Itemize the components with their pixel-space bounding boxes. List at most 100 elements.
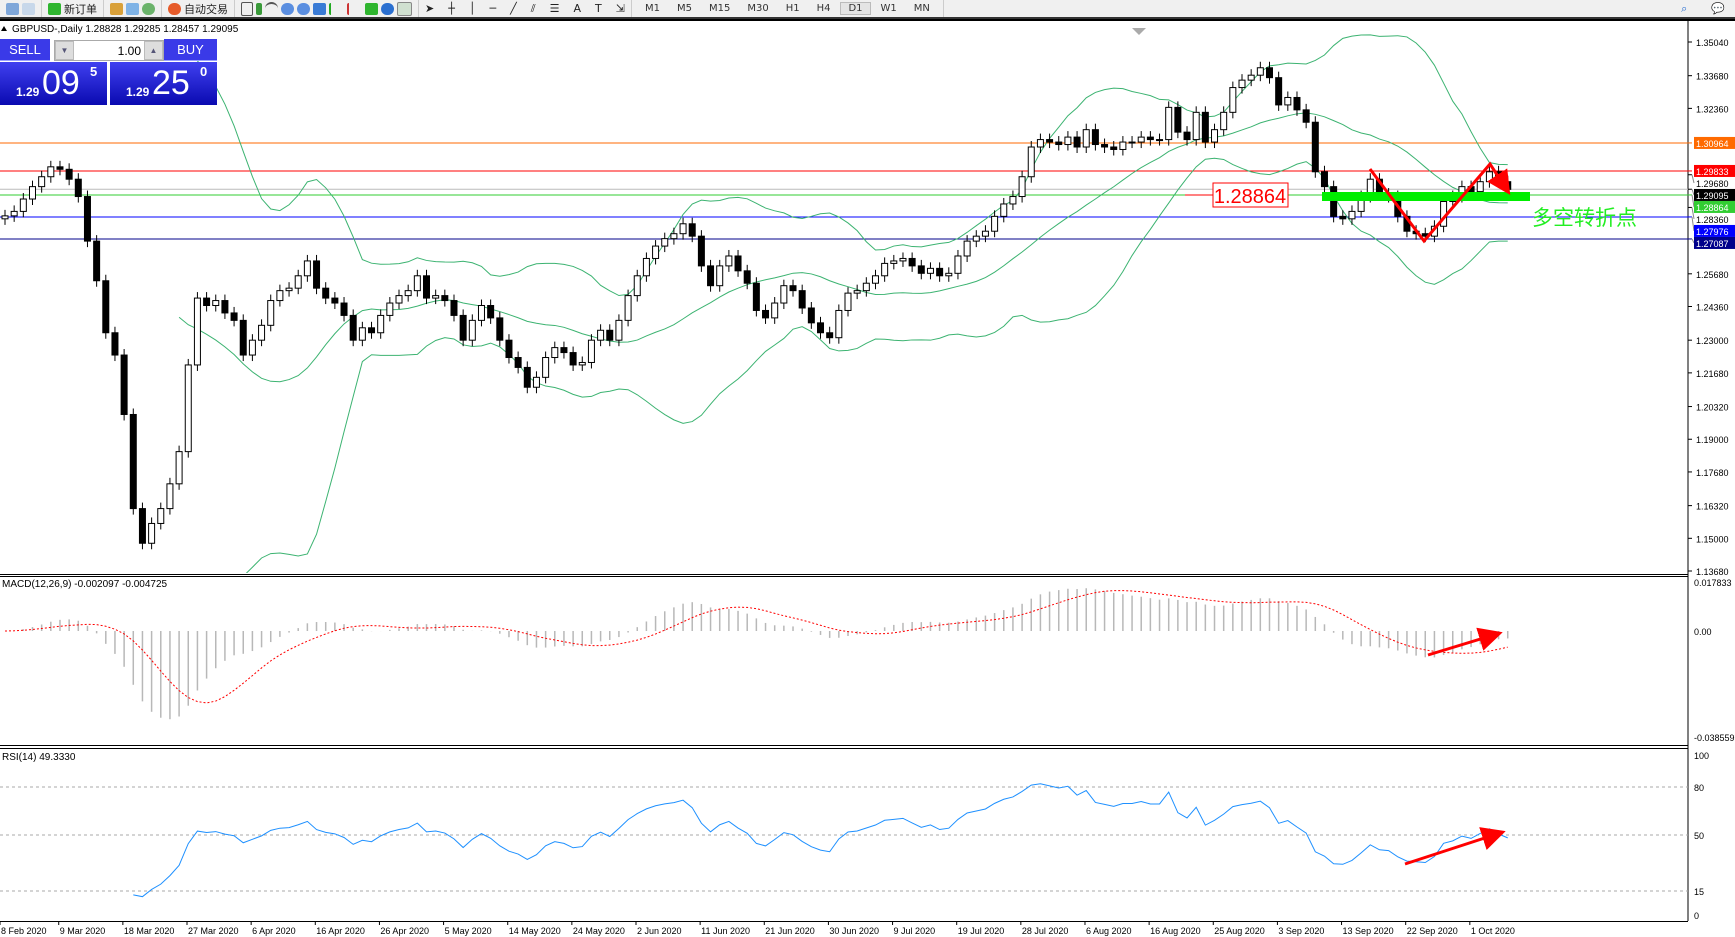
- green-turning-bar[interactable]: [1322, 192, 1530, 201]
- horizontal-line-icon[interactable]: ─: [489, 2, 497, 15]
- candle[interactable]: [47, 166, 55, 178]
- candle[interactable]: [340, 302, 348, 316]
- candle[interactable]: [1302, 109, 1310, 123]
- candle[interactable]: [349, 314, 357, 341]
- candle[interactable]: [294, 275, 302, 289]
- candle[interactable]: [1485, 171, 1493, 183]
- candle[interactable]: [945, 272, 953, 277]
- candle[interactable]: [285, 287, 293, 292]
- candle[interactable]: [1330, 186, 1338, 217]
- timeframe-h4[interactable]: H4: [816, 3, 831, 14]
- candle[interactable]: [322, 287, 330, 299]
- candle[interactable]: [551, 347, 559, 359]
- candle[interactable]: [1238, 79, 1246, 89]
- candle[interactable]: [203, 297, 211, 307]
- candle[interactable]: [184, 364, 192, 453]
- candle[interactable]: [670, 233, 678, 240]
- buy-button[interactable]: BUY: [164, 39, 217, 61]
- candle[interactable]: [276, 290, 284, 302]
- candle[interactable]: [587, 339, 595, 363]
- shift-marker-icon[interactable]: [1132, 28, 1146, 35]
- candle[interactable]: [835, 309, 843, 339]
- candle[interactable]: [963, 240, 971, 257]
- candle[interactable]: [459, 314, 467, 341]
- lot-size-stepper[interactable]: ▼ 1.00 ▲: [54, 40, 164, 61]
- candle[interactable]: [652, 245, 660, 259]
- candle[interactable]: [1046, 139, 1054, 143]
- sell-price[interactable]: 1.29 09 5: [0, 62, 107, 105]
- periods-icon[interactable]: [381, 2, 394, 15]
- timeframe-m30[interactable]: M30: [747, 3, 769, 14]
- profiles-icon[interactable]: [6, 2, 19, 15]
- candle[interactable]: [853, 290, 861, 294]
- candle[interactable]: [972, 235, 980, 242]
- candle[interactable]: [1220, 111, 1228, 131]
- arrows-icon[interactable]: ⇲: [615, 2, 625, 15]
- candle[interactable]: [1183, 131, 1191, 141]
- auto-trading-button[interactable]: 自动交易: [162, 0, 235, 17]
- candle[interactable]: [193, 297, 201, 366]
- search-icon[interactable]: ⌕: [1681, 1, 1688, 15]
- candle[interactable]: [258, 324, 266, 341]
- chart-shift-icon[interactable]: [329, 2, 344, 15]
- candle[interactable]: [166, 483, 174, 510]
- candlestick-icon[interactable]: [256, 2, 262, 15]
- candle[interactable]: [844, 292, 852, 311]
- candle[interactable]: [1082, 129, 1090, 148]
- candle[interactable]: [505, 339, 513, 359]
- zoom-window-icon[interactable]: [22, 2, 35, 15]
- candle[interactable]: [450, 300, 458, 316]
- zoom-in-icon[interactable]: [281, 2, 294, 15]
- candle[interactable]: [954, 255, 962, 274]
- candle[interactable]: [19, 198, 27, 212]
- candle[interactable]: [1027, 146, 1035, 178]
- lot-input[interactable]: 1.00: [117, 43, 141, 58]
- candle[interactable]: [1036, 139, 1044, 148]
- candle[interactable]: [569, 352, 577, 366]
- terminal-icon[interactable]: [126, 2, 139, 15]
- candle[interactable]: [1311, 121, 1319, 173]
- candle[interactable]: [1192, 111, 1200, 141]
- candle[interactable]: [1211, 129, 1219, 143]
- candle[interactable]: [734, 255, 742, 272]
- candle[interactable]: [789, 285, 797, 292]
- candle[interactable]: [1018, 176, 1026, 198]
- candle[interactable]: [83, 196, 91, 242]
- candle[interactable]: [1110, 146, 1118, 150]
- candle[interactable]: [697, 235, 705, 267]
- chat-icon[interactable]: 💬: [1711, 2, 1725, 15]
- candle[interactable]: [615, 319, 623, 341]
- candle[interactable]: [542, 357, 550, 378]
- timeframe-m5[interactable]: M5: [676, 3, 692, 14]
- timeframe-h1[interactable]: H1: [785, 3, 800, 14]
- candle[interactable]: [120, 354, 128, 415]
- candle[interactable]: [707, 265, 715, 287]
- candle[interactable]: [1265, 67, 1273, 79]
- candle[interactable]: [917, 265, 925, 274]
- candle[interactable]: [752, 282, 760, 311]
- candle[interactable]: [716, 265, 724, 287]
- fibonacci-icon[interactable]: ☰: [549, 2, 560, 15]
- candle[interactable]: [1247, 74, 1255, 81]
- candle[interactable]: [1000, 203, 1008, 217]
- candle[interactable]: [477, 305, 485, 321]
- candle[interactable]: [560, 347, 568, 354]
- candle[interactable]: [926, 267, 934, 274]
- indicators-icon[interactable]: [365, 2, 378, 15]
- candle[interactable]: [1101, 144, 1109, 148]
- new-order-button[interactable]: 新订单: [42, 0, 104, 17]
- candle[interactable]: [1, 215, 9, 220]
- candle[interactable]: [1091, 129, 1099, 146]
- candle[interactable]: [1119, 141, 1127, 150]
- candle[interactable]: [331, 297, 339, 304]
- candle[interactable]: [1156, 139, 1164, 142]
- bar-chart-icon[interactable]: [241, 1, 253, 16]
- candle[interactable]: [679, 223, 687, 235]
- candle[interactable]: [890, 260, 898, 264]
- candle[interactable]: [1339, 215, 1347, 220]
- sell-button[interactable]: SELL: [0, 39, 50, 61]
- candle[interactable]: [368, 327, 376, 334]
- candle[interactable]: [991, 215, 999, 232]
- candle[interactable]: [303, 260, 311, 277]
- candle[interactable]: [1174, 106, 1182, 133]
